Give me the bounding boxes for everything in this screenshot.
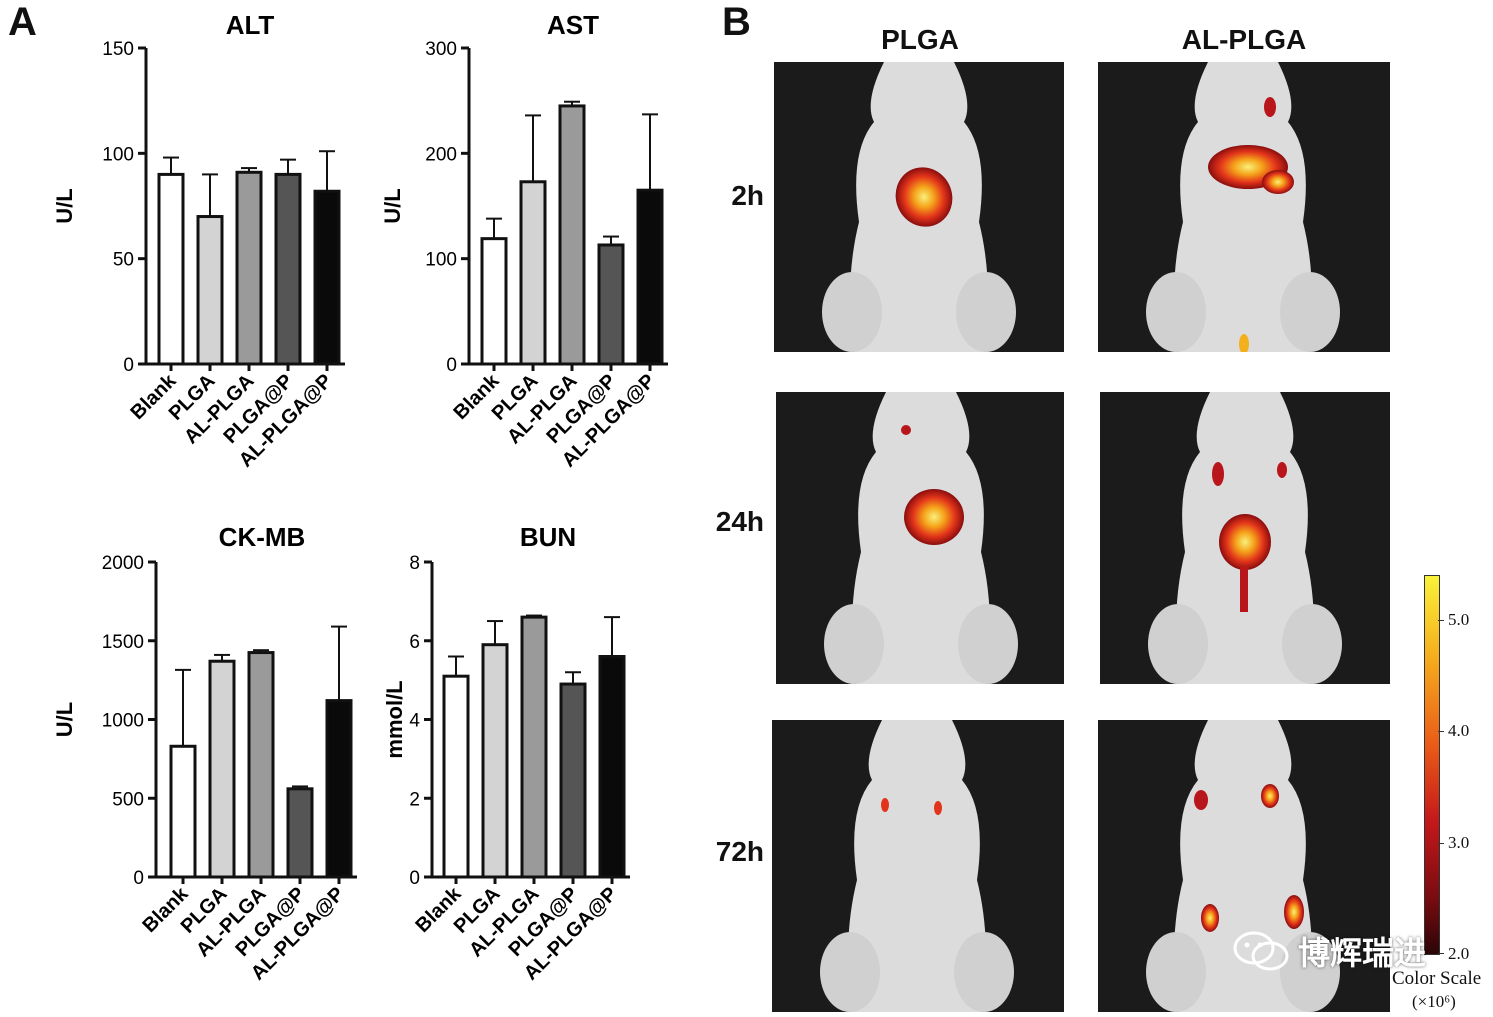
color-scale-tick: 2.0 — [1448, 944, 1470, 963]
ast-chart: AST U/L 0 100 200 300 Blank PLGA AL-PLGA PLGA@P AL… — [370, 0, 710, 500]
color-scale-title: Color Scale — [1392, 968, 1482, 989]
bar — [247, 651, 275, 879]
y-tick-label: 100 — [425, 250, 457, 271]
bar — [519, 180, 547, 366]
color-scale-tickmark — [1438, 953, 1444, 954]
bar — [442, 674, 470, 879]
color-scale-tick: 5.0 — [1448, 610, 1470, 629]
bar — [196, 215, 224, 366]
bar — [235, 170, 263, 366]
y-tick-label: 500 — [112, 789, 144, 810]
color-scale-tick: 3.0 — [1448, 833, 1470, 852]
image-plga-72h — [772, 720, 1064, 1012]
image-plga-24h — [776, 392, 1064, 684]
y-tick-label: 1000 — [102, 711, 144, 732]
color-scale-tick: 4.0 — [1448, 721, 1470, 740]
y-tick-label: 100 — [102, 144, 134, 165]
image-al-plga-2h — [1098, 62, 1390, 352]
y-tick-label: 0 — [446, 355, 457, 376]
y-tick-label: 0 — [409, 868, 420, 889]
bar — [325, 699, 353, 879]
chart-title: AST — [547, 10, 599, 40]
y-tick-label: 300 — [425, 39, 457, 60]
row-label-2h: 2h — [731, 180, 764, 211]
bar — [636, 188, 664, 366]
y-tick-label: 0 — [133, 868, 144, 889]
bar — [559, 682, 587, 879]
y-tick-label: 4 — [409, 711, 420, 732]
y-tick-label: 8 — [409, 553, 420, 574]
bun-chart: BUN mmol/L 0 2 4 6 8 Blank PLGA AL-PLGA PLGA@P AL-P… — [370, 510, 710, 1010]
y-tick-label: 50 — [113, 250, 134, 271]
y-axis-label: U/L — [52, 188, 77, 223]
panel-label-b: B — [722, 0, 751, 44]
bar — [274, 172, 302, 366]
y-tick-label: 200 — [425, 144, 457, 165]
watermark: 博辉瑞进 — [1232, 928, 1426, 974]
wechat-icon — [1233, 931, 1289, 971]
bar — [169, 744, 197, 879]
bar — [157, 172, 185, 366]
color-scale-bar — [1424, 575, 1440, 955]
column-title-plga: PLGA — [881, 24, 959, 55]
color-scale-unit: (×10⁶) — [1412, 992, 1456, 1011]
bar — [597, 243, 625, 366]
color-scale-tickmark — [1438, 843, 1444, 844]
y-tick-label: 2 — [409, 789, 420, 810]
y-axis-label: mmol/L — [382, 680, 407, 758]
alt-chart: ALT U/L 0 50 100 150 Blank PLGA AL-PLGA PLGA@P AL-… — [0, 0, 370, 500]
bar — [480, 237, 508, 366]
chart-title: ALT — [226, 10, 275, 40]
y-tick-label: 1500 — [102, 632, 144, 653]
image-al-plga-24h — [1100, 392, 1390, 684]
bar — [558, 104, 586, 366]
bar — [313, 189, 341, 366]
watermark-text: 博辉瑞进 — [1298, 935, 1427, 971]
image-al-plga-72h — [1098, 720, 1390, 1012]
y-tick-label: 2000 — [102, 553, 144, 574]
y-tick-label: 6 — [409, 632, 420, 653]
column-title-al-plga: AL-PLGA — [1181, 24, 1307, 55]
color-scale-tickmark — [1438, 620, 1444, 621]
bar — [598, 655, 626, 879]
bar — [520, 615, 548, 879]
bar — [286, 787, 314, 879]
bar — [481, 643, 509, 879]
ckmb-chart: CK-MB U/L 0 500 1000 1500 2000 Blank PLGA AL-PLGA… — [0, 510, 370, 1010]
y-tick-label: 150 — [102, 39, 134, 60]
panel-label-a: A — [8, 0, 37, 44]
row-label-72h: 72h — [715, 836, 764, 867]
chart-title: CK-MB — [219, 522, 306, 552]
image-plga-2h — [774, 62, 1064, 352]
color-scale-tickmark — [1438, 731, 1444, 732]
y-axis-label: U/L — [52, 702, 77, 737]
bar — [208, 659, 236, 879]
row-label-24h: 24h — [715, 506, 764, 537]
y-axis-label: U/L — [380, 188, 405, 223]
chart-title: BUN — [520, 522, 576, 552]
y-tick-label: 0 — [123, 355, 134, 376]
